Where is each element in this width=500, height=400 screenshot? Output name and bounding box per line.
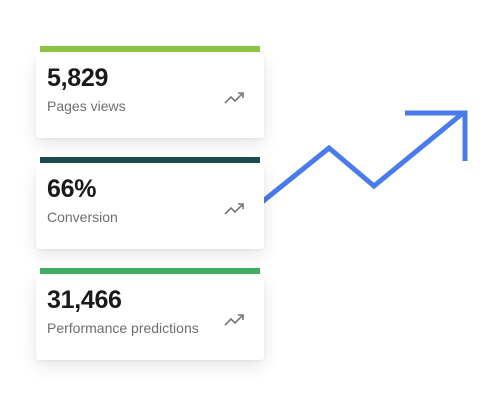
stat-label: Conversion <box>47 209 118 225</box>
stat-value: 31,466 <box>47 286 122 314</box>
trending-up-icon <box>224 92 244 104</box>
stat-label: Performance predictions <box>47 320 199 336</box>
stat-card-performance-predictions: 31,466 Performance predictions <box>36 268 264 360</box>
stat-value: 5,829 <box>47 64 109 92</box>
card-accent-bar <box>40 268 260 274</box>
trending-up-icon <box>224 314 244 326</box>
stat-card-conversion: 66% Conversion <box>36 157 264 249</box>
stat-value: 66% <box>47 175 97 203</box>
trending-up-icon <box>224 203 244 215</box>
card-accent-bar <box>40 46 260 52</box>
stat-label: Pages views <box>47 98 126 114</box>
card-accent-bar <box>40 157 260 163</box>
stat-card-page-views: 5,829 Pages views <box>36 46 264 138</box>
